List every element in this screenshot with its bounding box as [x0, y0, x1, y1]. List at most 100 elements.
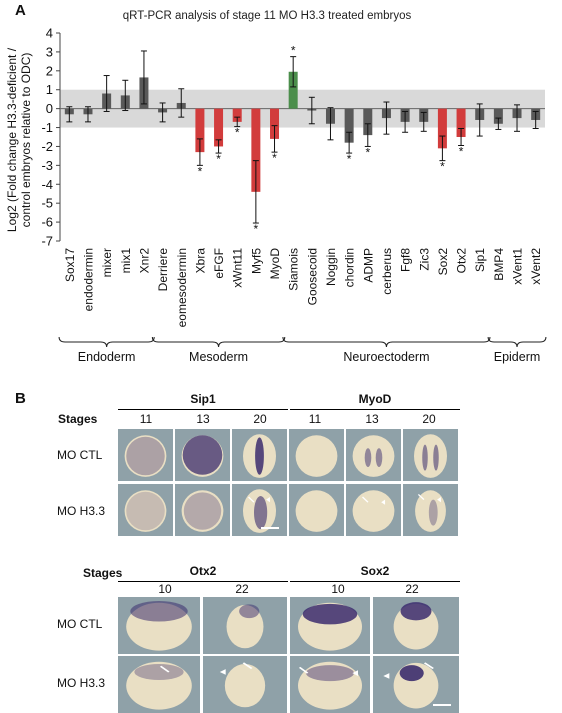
stages-label-bottom: Stages	[83, 566, 123, 580]
group-brace	[487, 336, 547, 348]
category-label: xVent2	[529, 248, 543, 285]
arrow-marker	[248, 496, 255, 503]
stage-sip1-20: 20	[253, 412, 267, 426]
myod-ctl-stage11	[289, 429, 344, 481]
myod-ctl-stage13	[346, 429, 401, 481]
category-label: Zic3	[417, 248, 431, 271]
stage-myod-20: 20	[422, 412, 436, 426]
category-label: Xnr2	[137, 248, 151, 274]
row-label-ctl-bottom: MO CTL	[57, 617, 103, 631]
y-axis-label-line: Log2 (Fold change H3.3-deficient /	[5, 47, 19, 232]
otx2-h33-stage10	[118, 656, 200, 713]
stain-pattern	[134, 663, 184, 680]
stain-pattern	[375, 448, 383, 467]
category-label: Noggin	[324, 248, 338, 286]
otx2-ctl-stage22	[203, 597, 287, 654]
arrowhead-marker	[383, 673, 390, 679]
embryo-shape	[295, 490, 338, 532]
y-tick-label: -1	[41, 120, 53, 135]
category-label: endodermin	[81, 248, 95, 311]
y-tick-label: -4	[41, 177, 53, 192]
stain-pattern	[254, 495, 268, 530]
sip1-h33-stage11	[118, 484, 173, 536]
group-brace	[151, 336, 286, 348]
significance-asterisk: *	[440, 160, 445, 174]
embryo-shape	[298, 661, 362, 710]
embryo-shape	[181, 490, 224, 532]
arrowhead-marker	[381, 499, 386, 505]
otx2-ctl-stage10	[118, 597, 200, 654]
group-brace	[58, 336, 155, 348]
category-label: Sox2	[436, 248, 450, 276]
myod-h33-stage13	[346, 484, 401, 536]
arrowhead-marker	[437, 497, 441, 503]
myod-h33-stage20	[403, 484, 458, 536]
sip1-ctl-stage13	[175, 429, 230, 481]
stages-label-top: Stages	[58, 412, 98, 426]
stage-myod-13: 13	[365, 412, 379, 426]
bar	[456, 108, 466, 137]
panel-b-letter: B	[15, 390, 26, 407]
stain-pattern	[255, 437, 264, 475]
group-label: Mesoderm	[189, 350, 248, 364]
embryo-shape	[295, 435, 338, 477]
embryo-shape	[352, 490, 395, 532]
arrow-marker	[417, 493, 425, 501]
sox2-h33-stage10	[290, 656, 370, 713]
group-label: Neuroectoderm	[343, 350, 429, 364]
embryo-shape	[124, 435, 167, 477]
stain-pattern	[306, 665, 354, 682]
sip1-title: Sip1	[190, 392, 216, 406]
significance-asterisk: *	[235, 126, 240, 140]
category-label: BMP4	[492, 248, 506, 281]
significance-asterisk: *	[198, 164, 203, 178]
bar-chart: qRT-PCR analysis of stage 11 MO H3.3 tre…	[5, 10, 547, 364]
bar	[344, 108, 354, 143]
arrow-marker	[298, 666, 309, 674]
significance-asterisk: *	[365, 145, 370, 159]
sox2-h33-stage22	[373, 656, 459, 713]
embryo-shape	[352, 435, 395, 477]
arrowhead-marker	[219, 669, 226, 675]
stain-pattern	[126, 491, 165, 531]
category-label: Siamois	[287, 248, 301, 291]
y-axis-label-line: control embryos relative to ODC)	[19, 53, 33, 228]
category-label: Sox17	[63, 248, 77, 282]
arrow-marker	[423, 662, 434, 670]
category-label: cerberus	[380, 248, 394, 295]
myod-h33-stage11	[289, 484, 344, 536]
stain-pattern	[130, 600, 188, 622]
group-label: Epiderm	[494, 350, 541, 364]
arrow-marker	[242, 662, 253, 670]
panel-a-letter: A	[15, 2, 26, 19]
significance-asterisk: *	[347, 152, 352, 166]
embryo-shape	[414, 434, 447, 478]
arrowhead-marker	[266, 497, 270, 503]
sox2-rule	[290, 581, 460, 582]
scale-bar	[433, 704, 451, 706]
stain-pattern	[239, 604, 260, 619]
y-tick-label: 4	[46, 26, 53, 41]
bar	[214, 108, 224, 147]
y-tick-label: -3	[41, 158, 53, 173]
category-label: mixer	[100, 248, 114, 277]
stage-otx2-22: 22	[235, 582, 249, 596]
bar	[288, 71, 298, 109]
chart-title: qRT-PCR analysis of stage 11 MO H3.3 tre…	[123, 10, 412, 22]
stage-sox2-22: 22	[405, 582, 419, 596]
stain-pattern	[399, 665, 424, 682]
category-label: MyoD	[268, 248, 282, 280]
category-label: ADMP	[361, 248, 375, 283]
myod-ctl-stage20	[403, 429, 458, 481]
stage-sip1-11: 11	[139, 412, 153, 426]
stain-pattern	[364, 448, 372, 467]
stain-pattern	[302, 603, 358, 625]
sip1-rule	[118, 409, 288, 410]
bar	[232, 108, 242, 122]
embryo-shape	[415, 490, 446, 532]
category-label: Sip1	[473, 248, 487, 272]
category-label: Myf5	[249, 248, 263, 274]
stain-pattern	[126, 436, 165, 476]
bar	[437, 108, 447, 149]
